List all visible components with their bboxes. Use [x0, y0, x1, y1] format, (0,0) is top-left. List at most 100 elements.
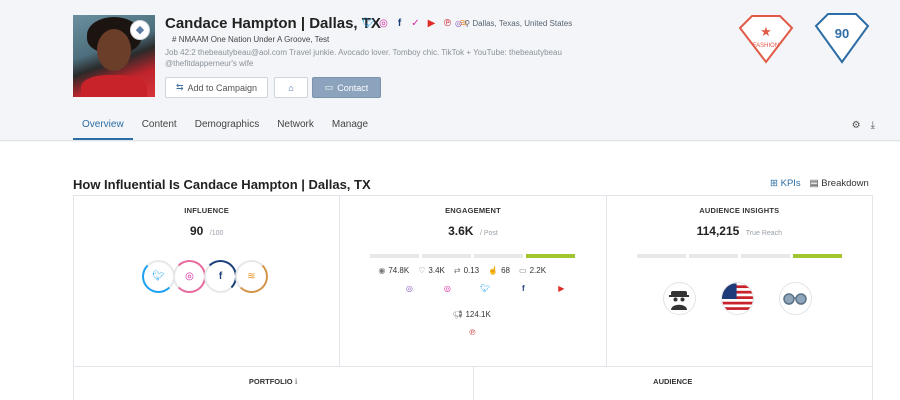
fashion-badge-label: FASHION [753, 43, 779, 49]
contact-button[interactable]: ▭ Contact [312, 77, 381, 98]
shares-stat: ⇄ 0.13 [454, 266, 479, 275]
youtube-icon[interactable]: ▶ [427, 18, 436, 29]
likes-value: 3.4K [428, 266, 445, 275]
verified-icon: ◆ [130, 20, 150, 40]
video-icon: ▭ [519, 266, 527, 275]
portfolio-title: PORTFOLIO [248, 377, 293, 386]
influence-value: 90 [189, 224, 204, 238]
hashtag-icon: # [172, 35, 177, 44]
retweet-icon: ⇄ [453, 266, 461, 275]
gear-icon[interactable]: ⚙ [851, 120, 861, 131]
tag-button[interactable]: ⌂ [274, 77, 308, 98]
download-icon[interactable]: ⤓ [870, 120, 875, 131]
video-value: 2.2K [529, 266, 547, 275]
pinterest-icon: ℗ [469, 328, 476, 337]
tab-overview[interactable]: Overview [73, 112, 133, 140]
section-title: How Influential Is Candace Hampton | Dal… [73, 177, 371, 192]
kpi-panels: INFLUENCE 90 /100 🐦︎ ◎ f ≋ ENGAGEMENT 3.… [73, 195, 873, 367]
pinterest-icon[interactable]: ℗ [443, 18, 452, 29]
tab-manage[interactable]: Manage [331, 119, 369, 130]
audience-bar [688, 254, 738, 258]
engagement-value: 3.6K [448, 224, 474, 238]
instagram-icon: ◎ [443, 284, 451, 293]
tagline: # NMAAM One Nation Under A Groove, Test [172, 35, 329, 44]
audience-title: AUDIENCE [653, 377, 693, 386]
engagement-suffix: / Post [479, 230, 498, 237]
location: ◎ ⚲ Dallas, Texas, United States [455, 19, 572, 28]
rss-circle[interactable]: ≋ [235, 260, 268, 293]
tiktok-icon[interactable]: ✓ [411, 18, 420, 29]
rss-icon: ≋ [247, 271, 256, 282]
message-icon: ▭ [324, 82, 334, 92]
likes-stat: ♡ 3.4K [418, 266, 445, 275]
grid-icon: ⊞ [770, 178, 778, 189]
tiktok-icon: ◎ [405, 284, 413, 293]
social-links: 🐦︎ ◎ f ✓ ▶ ℗ ≋ [362, 18, 469, 29]
kpis-label: KPIs [780, 178, 801, 189]
kpis-toggle[interactable]: ⊞ KPIs [770, 178, 801, 189]
impressions-stat: 📢︎ 124.1K [452, 310, 491, 319]
engagement-title: ENGAGEMENT [445, 206, 501, 215]
influence-panel: INFLUENCE 90 /100 🐦︎ ◎ f ≋ [74, 196, 341, 366]
engagement-bar [422, 254, 472, 258]
engagement-bar [370, 254, 420, 258]
audience-panel: AUDIENCE [474, 367, 873, 400]
twitter-icon: 🐦︎ [152, 271, 165, 282]
glasses-icon[interactable] [778, 282, 812, 315]
spy-icon[interactable] [662, 282, 696, 315]
table-icon: ▤ [809, 178, 819, 189]
score-badge-value: 90 [835, 26, 849, 41]
facebook-icon: f [521, 284, 525, 293]
engagement-stats: ◉ 74.8K ♡ 3.4K ⇄ 0.13 ☝ 68 ▭ 2.2K [378, 266, 546, 275]
profile-name: Candace Hampton | Dallas, TX [165, 15, 381, 32]
twitter-icon: 🐦︎ [480, 284, 491, 293]
engagement-bar [474, 254, 524, 258]
engagement-bar-active [526, 254, 576, 258]
influence-suffix: /100 [209, 230, 224, 237]
tab-demographics[interactable]: Demographics [194, 119, 260, 130]
instagram-icon[interactable]: ◎ [379, 18, 388, 29]
score-badge: 90 [814, 13, 870, 64]
contact-label: Contact [337, 82, 369, 93]
tab-content[interactable]: Content [141, 119, 177, 130]
location-text: Dallas, Texas, United States [472, 19, 573, 28]
main-content: How Influential Is Candace Hampton | Dal… [0, 142, 900, 400]
tagline-text: NMAAM One Nation Under A Groove, Test [178, 35, 330, 44]
audience-icons [662, 282, 812, 315]
eye-icon: ◉ [378, 266, 386, 275]
add-to-campaign-button[interactable]: ⇆ Add to Campaign [165, 77, 268, 98]
breakdown-label: Breakdown [821, 178, 869, 189]
facebook-circle[interactable]: f [204, 260, 237, 293]
video-stat: ▭ 2.2K [519, 266, 546, 275]
audience-bar-active [792, 254, 842, 258]
twitter-circle[interactable]: 🐦︎ [142, 260, 175, 293]
instagram-circle[interactable]: ◎ [173, 260, 206, 293]
heart-icon: ♡ [418, 266, 426, 275]
profile-tabs: Overview Content Demographics Network Ma… [73, 112, 377, 140]
plus-icon: ⇆ [175, 82, 184, 92]
views-value: 74.8K [388, 266, 410, 275]
tab-network[interactable]: Network [277, 119, 314, 130]
instagram-icon: ◎ [185, 271, 194, 282]
impressions-value: 124.1K [465, 310, 491, 319]
rss-icon[interactable]: ≋ [459, 18, 468, 29]
audience-insights-panel: AUDIENCE INSIGHTS 114,215 True Reach [607, 196, 872, 366]
shares-value: 0.13 [463, 266, 480, 275]
fashion-badge: ★ FASHION [738, 15, 794, 64]
engagement-panel: ENGAGEMENT 3.6K / Post ◉ 74.8K ♡ 3.4K ⇄ 0.1… [340, 196, 607, 366]
info-icon[interactable]: ℹ [294, 377, 298, 386]
influence-platforms: 🐦︎ ◎ f ≋ [142, 260, 268, 293]
true-reach-suffix: True Reach [745, 230, 783, 237]
views-stat: ◉ 74.8K [378, 266, 409, 275]
facebook-icon[interactable]: f [397, 18, 402, 29]
breakdown-toggle[interactable]: ▤ Breakdown [810, 178, 869, 189]
true-reach-value: 114,215 [696, 224, 740, 238]
audience-insights-title: AUDIENCE INSIGHTS [699, 206, 780, 215]
influence-title: INFLUENCE [184, 206, 230, 215]
svg-text:★: ★ [760, 25, 772, 40]
twitter-icon[interactable]: 🐦︎ [362, 18, 375, 29]
us-flag-icon[interactable] [720, 282, 754, 315]
header-actions: ⚙ ⤓ [852, 120, 875, 131]
add-to-campaign-label: Add to Campaign [187, 82, 258, 93]
portfolio-panel: PORTFOLIO ℹ [74, 367, 474, 400]
